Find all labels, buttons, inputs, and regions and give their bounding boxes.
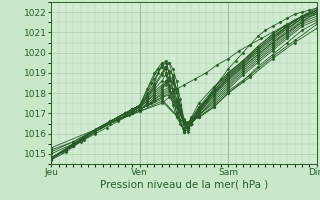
X-axis label: Pression niveau de la mer( hPa ): Pression niveau de la mer( hPa ): [100, 180, 268, 190]
